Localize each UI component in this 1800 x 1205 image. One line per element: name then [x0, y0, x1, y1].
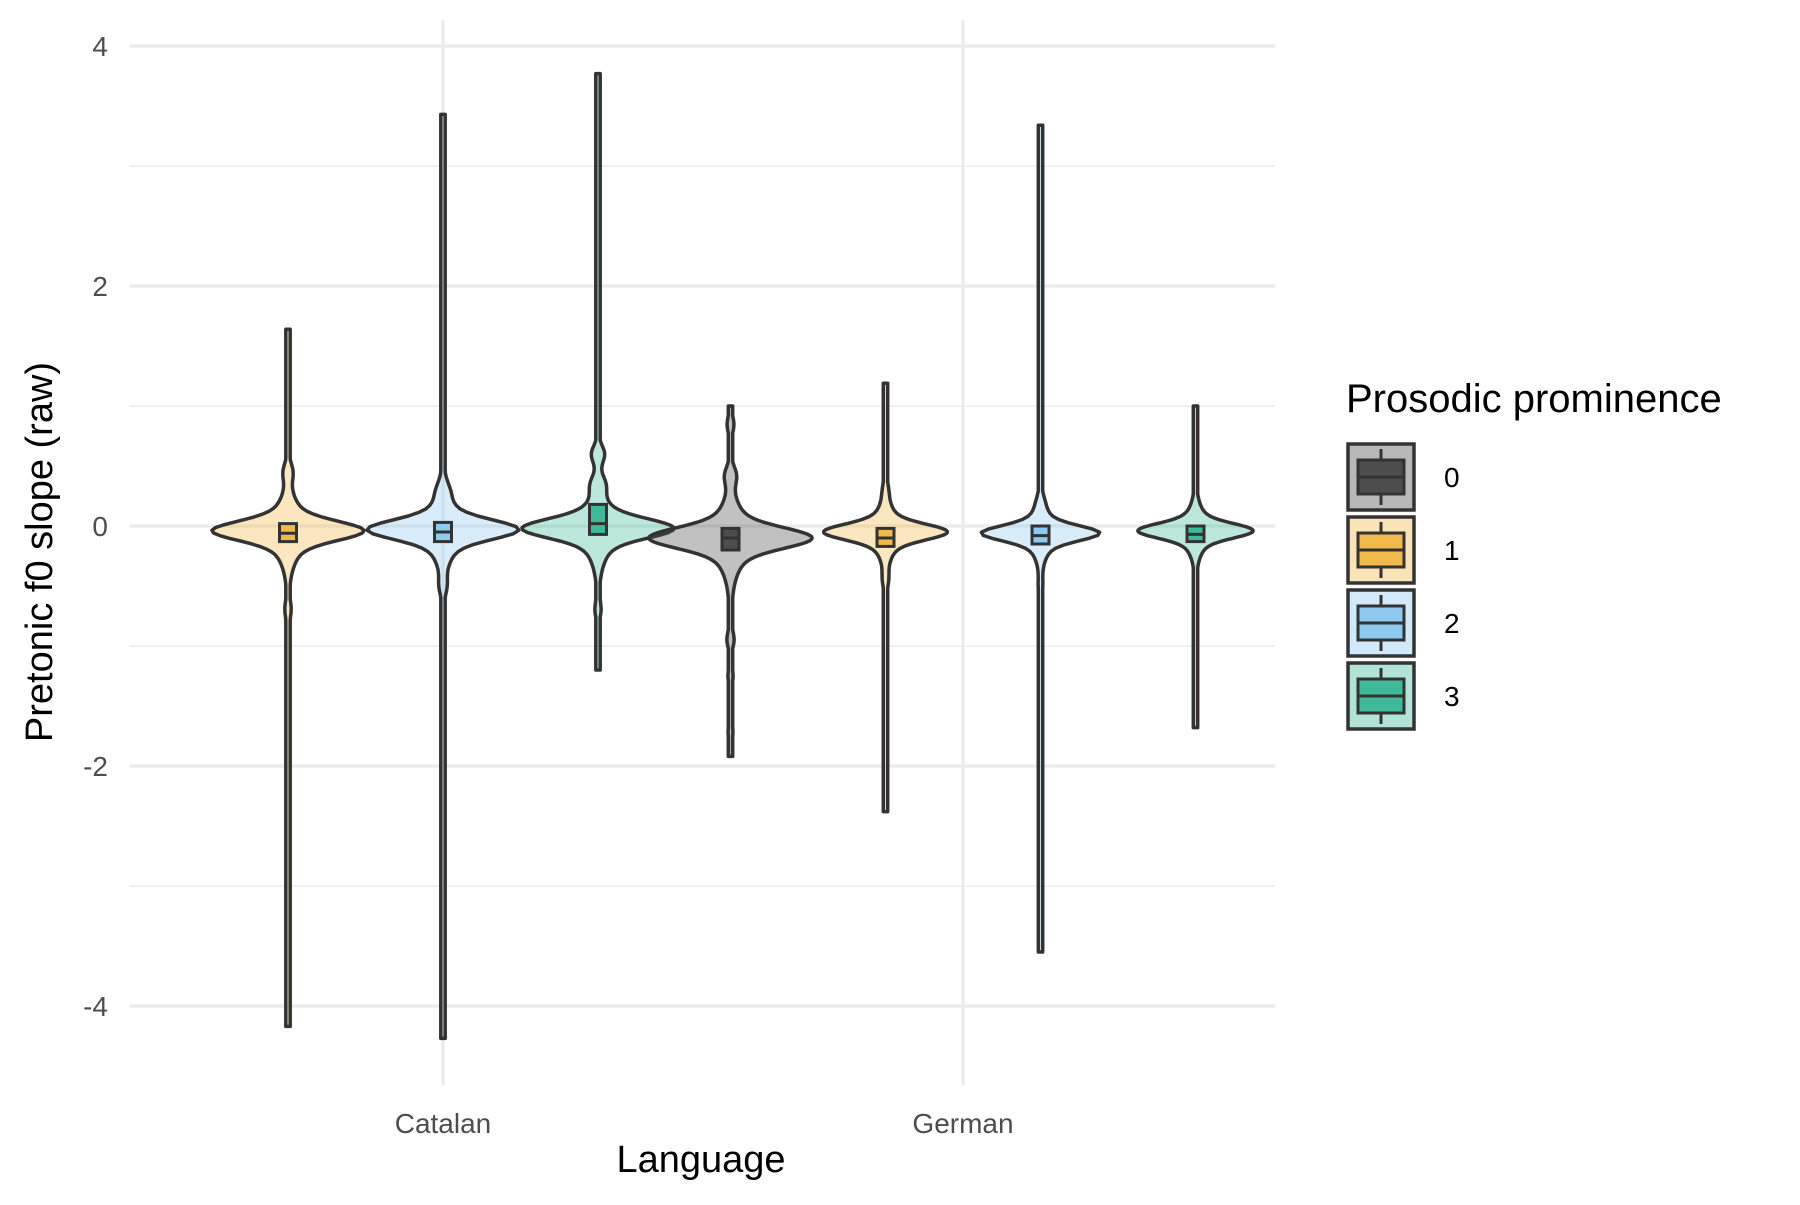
violin-series-3 [520, 71, 676, 672]
violin-series-3 [1136, 404, 1255, 730]
violin-group [1136, 404, 1255, 730]
violin-group [365, 112, 521, 1041]
legend-label: 0 [1444, 462, 1460, 493]
legend-label: 2 [1444, 608, 1460, 639]
legend-label: 1 [1444, 535, 1460, 566]
y-axis-title: Pretonic f0 slope (raw) [19, 362, 61, 742]
legend-title: Prosodic prominence [1346, 377, 1722, 421]
violin-series-0 [647, 404, 814, 759]
legend: Prosodic prominence 0 1 2 3 [1346, 377, 1722, 731]
legend-item-1: 1 [1346, 515, 1460, 585]
x-axis-title: Language [616, 1139, 785, 1181]
x-tick-label: German [912, 1108, 1013, 1139]
legend-item-2: 2 [1346, 588, 1460, 658]
y-tick-label: 4 [92, 31, 108, 62]
y-tick-label: -4 [83, 991, 108, 1022]
legend-item-0: 0 [1346, 442, 1460, 512]
violin-series-1 [210, 327, 366, 1029]
violin-group [647, 404, 814, 759]
boxplot-box [588, 502, 608, 536]
violin-group [979, 123, 1102, 954]
legend-label: 3 [1444, 681, 1460, 712]
legend-items: 0 1 2 3 [1346, 442, 1460, 731]
legend-item-3: 3 [1346, 661, 1460, 731]
y-tick-label: 2 [92, 271, 108, 302]
y-tick-label: -2 [83, 751, 108, 782]
violin-layer [210, 71, 1255, 1041]
grid-layer [130, 20, 1275, 1085]
violin-group [520, 71, 676, 672]
violin-series-1 [821, 381, 950, 814]
y-tick-label: 0 [92, 511, 108, 542]
tick-layer: 4 2 0 -2 -4 Catalan German [83, 31, 1013, 1139]
violin-series-2 [365, 112, 521, 1041]
x-tick-label: Catalan [395, 1108, 492, 1139]
violin-group [210, 327, 366, 1029]
violin-group [821, 381, 950, 814]
